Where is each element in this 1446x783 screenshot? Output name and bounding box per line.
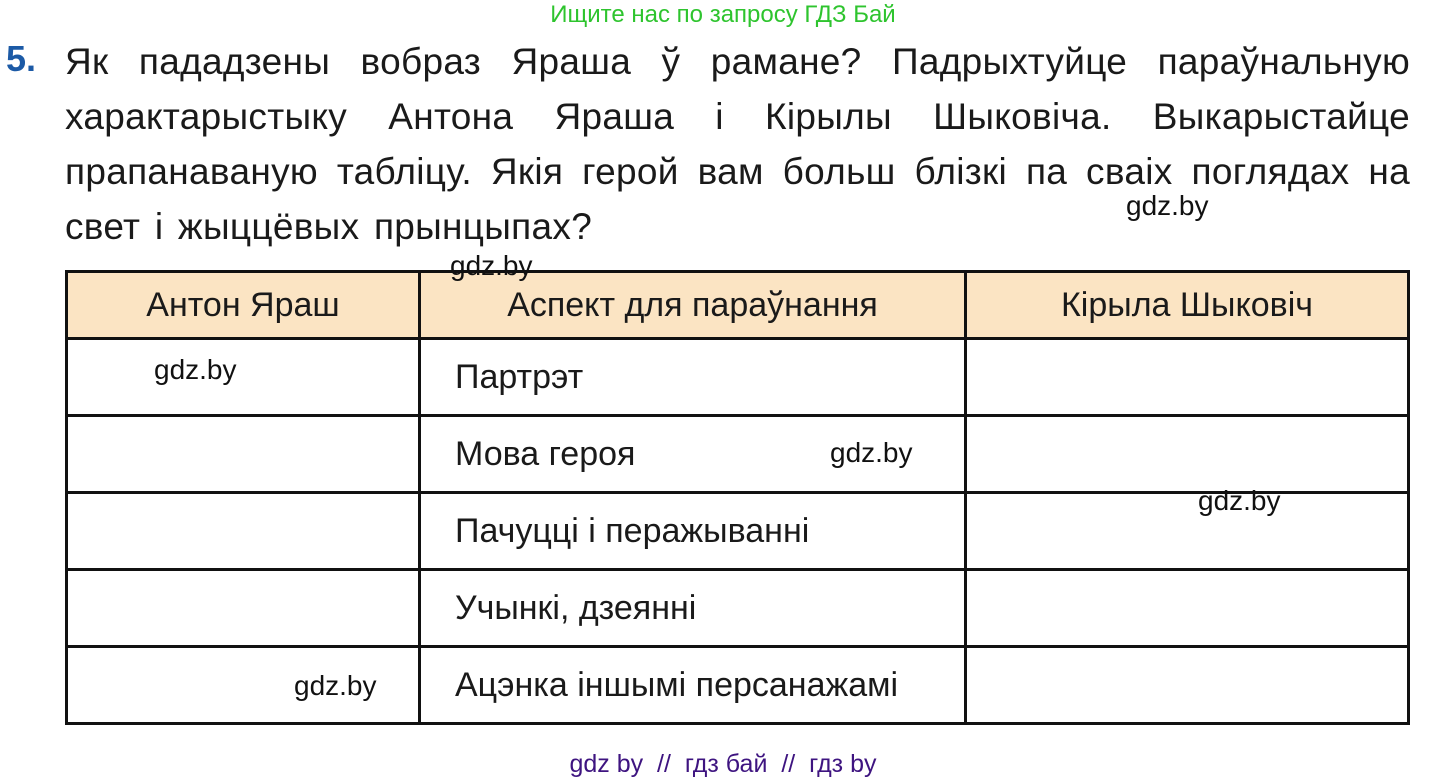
aspect-cell: Пачуцці і перажыванні [418,491,967,571]
header-kiryla: Кірыла Шыковіч [964,270,1410,340]
table-row: Партрэт [65,337,1410,417]
header-anton: Антон Яраш [65,270,421,340]
aspect-cell: Партрэт [418,337,967,417]
kiryla-cell[interactable] [964,645,1410,725]
kiryla-cell[interactable] [964,414,1410,494]
kiryla-cell[interactable] [964,337,1410,417]
aspect-cell: Ацэнка іншымі персанажамі [418,645,967,725]
aspect-cell: Учынкі, дзеянні [418,568,967,648]
anton-cell[interactable] [65,491,421,571]
watermark: gdz.by [830,437,913,468]
watermark: gdz.by [450,250,533,281]
anton-cell[interactable] [65,568,421,648]
anton-cell[interactable] [65,645,421,725]
watermark: gdz.by [1126,190,1209,221]
kiryla-cell[interactable] [964,491,1410,571]
table-row: Учынкі, дзеянні [65,568,1410,648]
watermark: gdz.by [154,354,237,385]
task-number: 5. [6,38,37,79]
comparison-table: Антон Яраш Аспект для параўнання Кірыла … [65,270,1410,725]
table-row: Ацэнка іншымі персанажамі [65,645,1410,725]
kiryla-cell[interactable] [964,568,1410,648]
table-row: Пачуцці і перажыванні [65,491,1410,571]
search-banner: Ищите нас по запросу ГДЗ Бай [550,1,896,28]
task-text: Як пададзены вобраз Яраша ў рамане? Падр… [65,41,1410,247]
aspect-cell: Мова героя [418,414,967,494]
watermark: gdz.by [294,670,377,701]
watermark: gdz.by [1198,485,1281,516]
table-row: Мова героя [65,414,1410,494]
footer-watermark: gdz by // гдз бай // гдз by [569,750,877,778]
header-aspect: Аспект для параўнання [418,270,967,340]
anton-cell[interactable] [65,337,421,417]
anton-cell[interactable] [65,414,421,494]
table-header-row: Антон Яраш Аспект для параўнання Кірыла … [65,270,1410,340]
